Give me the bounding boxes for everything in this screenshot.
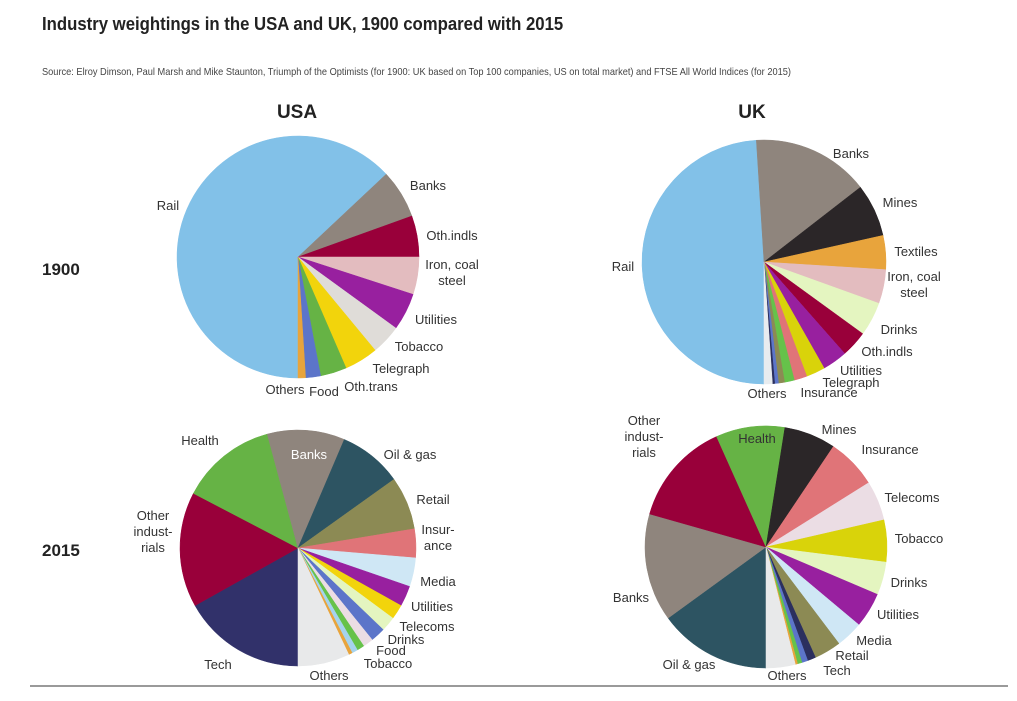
slice-label-utilities: Utilities (877, 607, 919, 622)
slice-label-telegraph: Telegraph (822, 375, 879, 390)
slice-label-insurance: Insurance (861, 442, 918, 457)
chart-title: Industry weightings in the USA and UK, 1… (42, 14, 564, 34)
row-header-1900: 1900 (42, 260, 80, 279)
slice-label-drinks: Drinks (891, 575, 928, 590)
slice-label-other-industrials: Other indust-rials (624, 413, 663, 460)
slice-label-tech: Tech (823, 663, 850, 678)
slice-label-drinks: Drinks (388, 632, 425, 647)
slice-label-textiles: Textiles (894, 244, 938, 259)
slice-label-banks: Banks (833, 146, 870, 161)
slice-label-other-industrials: Other indust-rials (133, 508, 172, 555)
slice-label-others: Others (309, 668, 349, 683)
slice-label-others: Others (265, 382, 305, 397)
slice-label-health: Health (738, 431, 776, 446)
pie-uk-1900: Rail Banks Mines Textiles Iron, coal steel Dri… (612, 139, 941, 401)
row-header-2015: 2015 (42, 541, 80, 560)
slice-label-drinks: Drinks (881, 322, 918, 337)
slice-label-insurance: Insur-ance (421, 522, 454, 553)
pie-slice-others (763, 261, 773, 385)
slice-label-oth-indls: Oth.indls (426, 228, 478, 243)
slice-label-utilities: Utilities (840, 363, 882, 378)
slice-label-telecoms: Telecoms (885, 490, 940, 505)
pie-slice-rail (176, 135, 387, 379)
pie-uk-2015: Oil & gas Banks Other indust-rials Health Min… (613, 413, 943, 683)
slice-label-insurance: Insurance (800, 385, 857, 400)
slice-label-utilities: Utilities (415, 312, 457, 327)
slice-label-banks: Banks (613, 590, 650, 605)
column-header-uk: UK (738, 102, 766, 123)
source-note: Source: Elroy Dimson, Paul Marsh and Mik… (42, 66, 791, 78)
slice-label-iron-coal-steel: Iron, coal steel (887, 269, 941, 300)
slice-label-food: Food (309, 384, 339, 399)
slice-label-tech: Tech (204, 657, 231, 672)
slice-label-media: Media (856, 633, 892, 648)
pie-slice-others (297, 256, 306, 379)
pie-slice-other-industrials (649, 436, 767, 548)
pie-slice-banks (756, 139, 861, 263)
slice-label-iron-coal-steel: Iron, coal steel (425, 257, 479, 288)
pie-slice-health (193, 433, 299, 549)
slice-label-mines: Mines (822, 422, 857, 437)
slice-label-tobacco: Tobacco (395, 339, 443, 354)
slice-label-utilities: Utilities (411, 599, 453, 614)
pie-usa-1900: Rail Banks Oth.indls Iron, coal steel Utiliti… (157, 135, 479, 399)
pie-slice-oil-gas (667, 546, 767, 669)
pie-slice-banks (266, 429, 345, 549)
slice-label-telegraph: Telegraph (372, 361, 429, 376)
slice-label-tobacco: Tobacco (364, 656, 412, 671)
pie-slice-others (297, 547, 350, 667)
slice-label-media: Media (420, 574, 456, 589)
slice-label-others: Others (767, 668, 807, 683)
slice-label-rail: Rail (612, 259, 635, 274)
slice-label-oth-indls: Oth.indls (861, 344, 913, 359)
pie-slice-tech (194, 547, 299, 667)
pie-usa-2015: Tech Other indust-rials Health Banks Oil & ga… (133, 429, 456, 683)
slice-label-food: Food (376, 643, 406, 658)
pie-slice-banks (644, 513, 767, 619)
slice-label-others: Others (747, 386, 787, 401)
slice-label-retail: Retail (835, 648, 868, 663)
slice-label-telecoms: Telecoms (400, 619, 455, 634)
slice-label-rail: Rail (157, 198, 180, 213)
slice-label-banks: Banks (291, 447, 328, 462)
column-header-usa: USA (276, 102, 318, 123)
slice-label-oth-trans: Oth.trans (344, 379, 398, 394)
slice-label-oil-gas: Oil & gas (384, 447, 437, 462)
slice-label-retail: Retail (416, 492, 449, 507)
slice-label-tobacco: Tobacco (895, 531, 943, 546)
bottom-rule (30, 685, 1008, 687)
pie-slice-other-industrials (179, 493, 299, 606)
slice-label-oil-gas: Oil & gas (663, 657, 716, 672)
slice-label-health: Health (181, 433, 219, 448)
slice-label-mines: Mines (883, 195, 918, 210)
pie-slice-rail (641, 139, 765, 385)
pie-slice-others (765, 546, 796, 669)
slice-label-banks: Banks (410, 178, 447, 193)
